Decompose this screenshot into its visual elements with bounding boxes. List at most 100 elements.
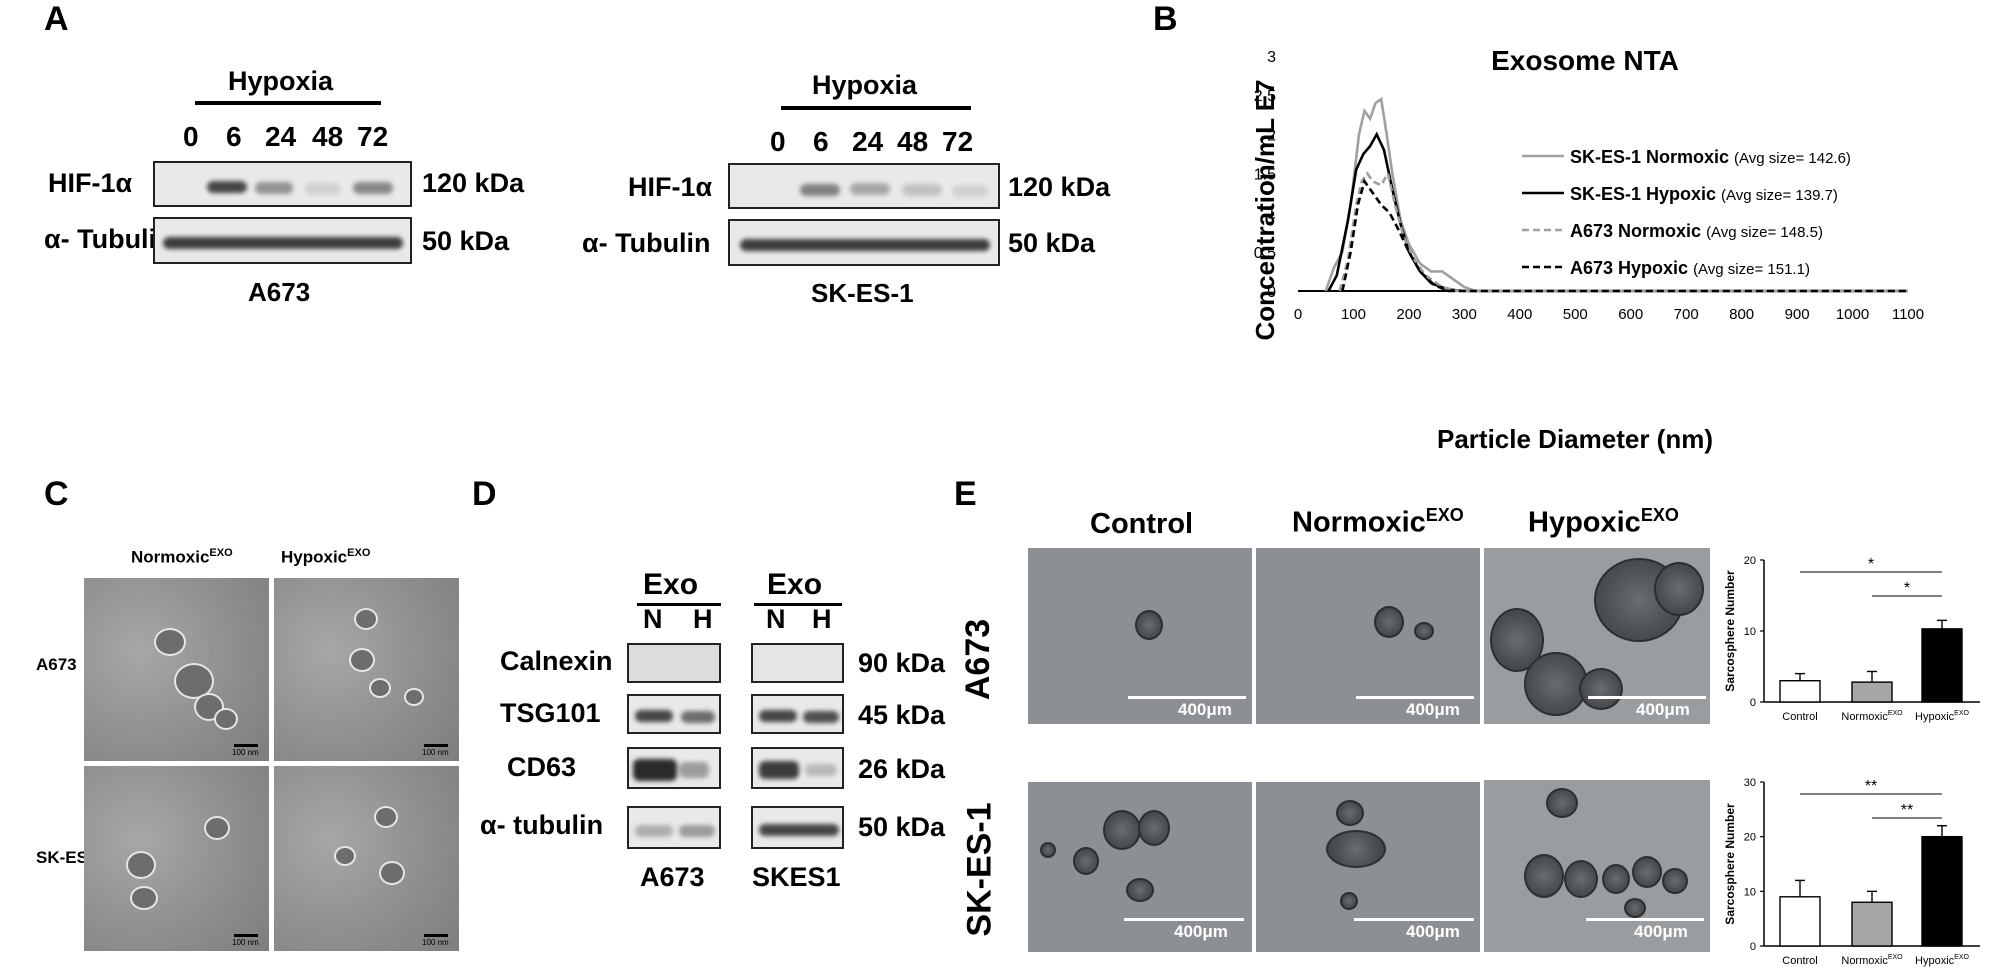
y-tick-label: 20 (1744, 555, 1756, 567)
nta-legend: SK-ES-1 Normoxic (Avg size= 142.6)SK-ES-… (1522, 147, 1851, 278)
row-label: SK-ES-1 (960, 802, 999, 937)
bar-chart-a673: 0 10 20 Sarcosphere Number Control NormoxicEX… (1723, 555, 1980, 723)
tem-image: 100 nm (84, 766, 269, 951)
panel-label-d: D (472, 475, 497, 513)
tem-image: 100 nm (274, 578, 459, 761)
hif-blot (728, 163, 1000, 209)
bar (1779, 679, 1821, 703)
lane-label: 24 (852, 126, 884, 157)
blot-row-label: Calnexin (500, 646, 613, 676)
col-label-normoxic: NormoxicEXO (1292, 505, 1464, 539)
nta-chart: Exosome NTA 0 100 200 300 400 500 600 700 800 900… (1250, 45, 1924, 454)
legend-name: SK-ES-1 Normoxic (1570, 147, 1734, 167)
cell-line-label: SK-ES-1 (811, 278, 914, 308)
exo-group-label: Exo (643, 568, 699, 601)
bar (1921, 628, 1963, 703)
tsg101-blot (751, 694, 844, 734)
hypoxia-header: Hypoxia (228, 66, 334, 96)
calnexin-blot (751, 643, 844, 683)
legend-entry: A673 Normoxic (Avg size= 148.5) (1570, 221, 1823, 241)
brightfield-image: 400μm (1028, 782, 1252, 952)
significance-mark: ** (1901, 802, 1913, 819)
tubulin-blot (751, 806, 844, 849)
y-tick-label: 0 (1750, 697, 1756, 709)
tubulin-blot (728, 219, 1000, 266)
x-tick-label: 500 (1563, 306, 1588, 323)
x-tick-label: 700 (1674, 306, 1699, 323)
category-label: NormoxicEXO (1841, 710, 1903, 723)
bar-chart-content: 0 10 20 30 Sarcosphere Number Control Normoxic… (1723, 777, 1980, 967)
lane-label: 0 (183, 121, 199, 152)
y-axis-label: Sarcosphere Number (1723, 803, 1737, 925)
legend-note: (Avg size= 142.6) (1734, 150, 1851, 167)
panel-label-b: B (1153, 0, 1178, 38)
exo-group-label: Exo (767, 568, 823, 601)
blot-row-label: CD63 (507, 752, 577, 782)
exo-bracket-line (637, 603, 721, 606)
legend-note: (Avg size= 148.5) (1706, 224, 1823, 241)
x-tick-label: 200 (1396, 306, 1421, 323)
bar (1779, 896, 1821, 947)
legend-name: SK-ES-1 Hypoxic (1570, 184, 1721, 204)
x-tick-label: 100 (1341, 306, 1366, 323)
lane-label: 72 (942, 126, 974, 157)
calnexin-blot (627, 643, 721, 683)
blot-row-label: HIF-1α (628, 172, 713, 202)
significance-mark: ** (1865, 778, 1877, 795)
y-tick-label: 0 (1267, 284, 1276, 301)
y-tick-label: 20 (1744, 832, 1756, 844)
category-label: HypoxicEXO (1915, 954, 1969, 967)
tem-image: 100 nm (274, 766, 459, 951)
row-label: A673 (958, 618, 997, 701)
hypoxia-bracket-line (781, 106, 971, 110)
col-label-control: Control (1090, 508, 1194, 540)
col-label-hypoxic: HypoxicEXO (1528, 505, 1679, 539)
y-axis-label: Sarcosphere Number (1723, 570, 1737, 692)
brightfield-image: 400μm (1484, 548, 1710, 724)
blot-size-label: 120 kDa (422, 168, 525, 198)
x-tick-label: 400 (1507, 306, 1532, 323)
brightfield-image: 400μm (1028, 548, 1252, 724)
lane-label: 6 (813, 126, 829, 157)
category-label: HypoxicEXO (1915, 710, 1969, 723)
y-tick-label: 10 (1744, 886, 1756, 898)
legend-entry: SK-ES-1 Normoxic (Avg size= 142.6) (1570, 147, 1851, 167)
chart-title: Exosome NTA (1491, 45, 1679, 76)
cd63-blot (627, 747, 721, 789)
x-tick-label: 600 (1618, 306, 1643, 323)
panel-label-e: E (954, 475, 977, 513)
cd63-blot (751, 747, 844, 789)
nta-series-lines (1324, 96, 1908, 293)
lane-label: 48 (897, 126, 929, 157)
panel-label-c: C (44, 475, 69, 513)
exo-bracket-line (754, 603, 842, 606)
y-tick-label: 1.5 (1254, 167, 1276, 184)
bar-chart-content: 0 10 20 Sarcosphere Number Control NormoxicEX… (1723, 555, 1980, 723)
tubulin-blot (153, 217, 412, 264)
series-line-3 (1341, 178, 1908, 293)
y-tick-label: 0 (1750, 941, 1756, 953)
significance-mark: * (1868, 556, 1874, 573)
hypoxia-bracket-line (195, 101, 381, 105)
legend-entry: SK-ES-1 Hypoxic (Avg size= 139.7) (1570, 184, 1838, 204)
category-label: NormoxicEXO (1841, 954, 1903, 967)
blot-row-label: TSG101 (500, 698, 601, 728)
tsg101-blot (627, 694, 721, 734)
blot-size-label: 50 kDa (858, 812, 946, 842)
y-axis-label: Concentration/mL E7 (1250, 79, 1280, 340)
brightfield-image: 400μm (1256, 548, 1480, 724)
category-label: Control (1782, 955, 1817, 967)
blot-row-label: α- Tubulin (582, 228, 711, 258)
cell-line-label: A673 (640, 862, 705, 892)
significance-mark: * (1904, 580, 1910, 597)
blot-size-label: 50 kDa (422, 226, 510, 256)
y-tick-label: 0.5 (1254, 245, 1276, 262)
blot-row-label: α- tubulin (480, 810, 604, 840)
legend-note: (Avg size= 151.1) (1693, 261, 1810, 278)
y-tick-label: 2 (1267, 127, 1276, 144)
cell-line-label: SKES1 (752, 862, 841, 892)
y-tick-label: 1 (1267, 206, 1276, 223)
bar (1921, 835, 1963, 947)
x-axis-label: Particle Diameter (nm) (1437, 424, 1713, 454)
lane-label: H (693, 604, 713, 634)
